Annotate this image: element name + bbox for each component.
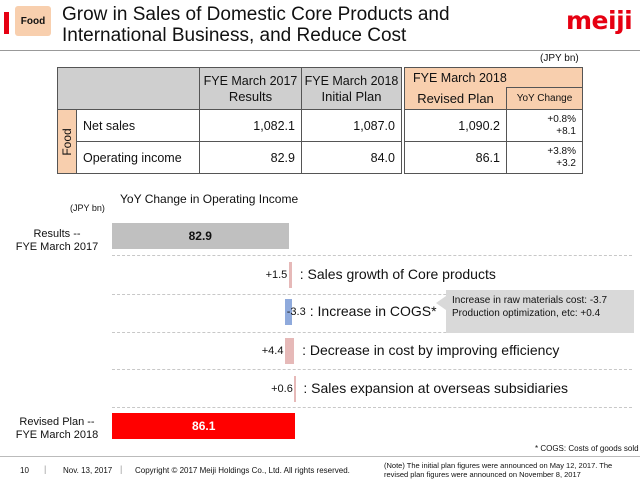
waterfall-bar-increase <box>294 376 297 402</box>
chart-gridline <box>112 294 632 295</box>
col-header-revised-line1: FYE March 2018 <box>404 67 583 88</box>
bar-value-label: 86.1 <box>192 419 216 433</box>
section-badge: Food <box>15 6 51 36</box>
waterfall-bar-decrease <box>284 299 292 325</box>
col-header-results-line1: FYE March 2017 <box>203 73 298 88</box>
callout-arrow <box>436 296 446 310</box>
category-results: Results -- FYE March 2017 <box>4 228 110 254</box>
col-header-initial: FYE March 2018 Initial Plan <box>301 67 402 110</box>
footer-divider <box>0 456 640 457</box>
page-number: 10 <box>20 466 29 475</box>
net-sales-yoy-abs: +8.1 <box>556 125 576 137</box>
bar-description: : Sales growth of Core products <box>299 266 496 282</box>
callout-line1: Increase in raw materials cost: -3.7 <box>452 295 608 306</box>
cogs-callout: Increase in raw materials cost: -3.7 Pro… <box>446 290 634 333</box>
waterfall-bar-final <box>112 413 296 439</box>
col-header-results-line2: Results <box>228 88 273 104</box>
operating-income-yoy-pct: +3.8% <box>547 145 576 157</box>
bar-value-label: +0.6 <box>271 383 293 395</box>
operating-income-yoy-abs: +3.2 <box>556 157 576 169</box>
category-revised-line2: FYE March 2018 <box>15 429 99 441</box>
col-header-initial-line1: FYE March 2018 <box>304 73 399 88</box>
bar-description: : Decrease in cost by improving efficien… <box>302 342 560 358</box>
bar-value-label: +4.4 <box>261 345 284 357</box>
chart-gridline <box>112 407 632 408</box>
bar-value-label: 82.9 <box>188 229 212 243</box>
footer-separator: | <box>120 464 123 474</box>
operating-income-yoy: +3.8% +3.2 <box>506 141 583 174</box>
operating-income-initial: 84.0 <box>301 141 402 174</box>
chart-gridline <box>112 255 632 256</box>
accent-bar <box>4 12 9 34</box>
net-sales-initial: 1,087.0 <box>301 109 402 142</box>
category-results-line1: Results -- <box>33 228 81 240</box>
operating-income-results: 82.9 <box>199 141 302 174</box>
bar-value-label: -3.3 <box>286 306 306 318</box>
col-header-initial-line2: Initial Plan <box>321 88 382 104</box>
cogs-footnote: * COGS: Costs of goods sold <box>535 444 639 453</box>
net-sales-results: 1,082.1 <box>199 109 302 142</box>
chart-title: YoY Change in Operating Income <box>120 192 299 206</box>
category-revised: Revised Plan -- FYE March 2018 <box>4 416 110 442</box>
waterfall-bar-increase <box>288 262 292 288</box>
bar-description: : Sales expansion at overseas subsidiari… <box>303 380 568 396</box>
net-sales-yoy-pct: +0.8% <box>547 113 576 125</box>
page-title: Grow in Sales of Domestic Core Products … <box>62 4 450 46</box>
waterfall-bar-increase <box>284 338 295 364</box>
row-label-net-sales: Net sales <box>76 109 200 142</box>
footer-date: Nov. 13, 2017 <box>63 466 113 475</box>
chart-gridline <box>112 369 632 370</box>
segment-label-text: Food <box>60 127 74 156</box>
bar-value-label: +1.5 <box>265 269 288 281</box>
footer-separator: | <box>44 464 47 474</box>
callout-line2: Production optimization, etc: +0.4 <box>452 308 601 319</box>
bar-description: : Increase in COGS* <box>309 303 437 319</box>
net-sales-yoy: +0.8% +8.1 <box>506 109 583 142</box>
meiji-logo: meiji <box>566 6 633 35</box>
results-table: FYE March 2017 Results FYE March 2018 In… <box>57 67 402 174</box>
segment-label: Food <box>57 109 77 174</box>
row-label-operating-income: Operating income <box>76 141 200 174</box>
category-results-line2: FYE March 2017 <box>15 241 99 253</box>
col-header-results: FYE March 2017 Results <box>199 67 302 110</box>
table-unit: (JPY bn) <box>540 53 579 64</box>
chart-unit: (JPY bn) <box>70 203 105 213</box>
category-revised-line1: Revised Plan -- <box>19 416 95 428</box>
col-header-revised-line2: Revised Plan <box>404 87 507 110</box>
waterfall-bar-total <box>112 223 289 249</box>
header-divider <box>0 50 640 51</box>
col-header-yoy: YoY Change <box>506 87 583 110</box>
footer-copyright: Copyright © 2017 Meiji Holdings Co., Ltd… <box>135 466 350 475</box>
operating-income-revised: 86.1 <box>404 141 507 174</box>
footer-note: (Note) The initial plan figures were ann… <box>384 461 613 479</box>
revised-plan-table: FYE March 2018 Revised Plan YoY Change 1… <box>404 67 583 174</box>
chart-gridline <box>112 332 632 333</box>
net-sales-revised: 1,090.2 <box>404 109 507 142</box>
table-corner <box>57 67 200 110</box>
